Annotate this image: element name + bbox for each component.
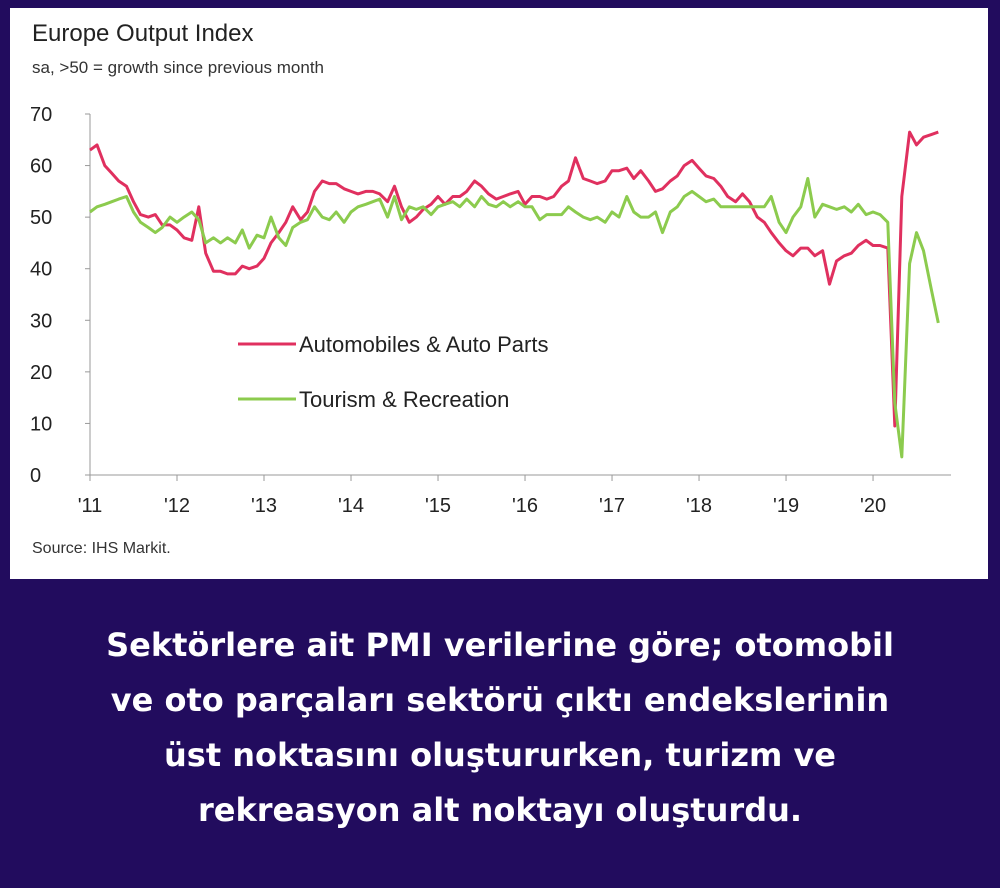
x-tick-label: '20 (860, 495, 886, 517)
x-tick-label: '18 (686, 495, 712, 517)
x-tick-label: '13 (251, 495, 277, 517)
y-tick-label: 50 (30, 207, 52, 229)
caption-line: üst noktasını oluştururken, turizm ve (163, 736, 836, 774)
chart-title: Europe Output Index (32, 20, 254, 47)
caption-line: ve oto parçaları sektörü çıktı endeksler… (110, 681, 890, 719)
x-tick-label: '16 (512, 495, 538, 517)
y-tick-label: 30 (30, 310, 52, 332)
x-tick-label: '11 (78, 495, 103, 517)
line-chart: 0 10 20 30 40 50 60 70 '11 '12 '13 '14 '15 '16 '17 '18 '… (30, 104, 951, 517)
caption: Sektörlere ait PMI verilerine göre; otom… (40, 618, 960, 838)
x-tick-label: '14 (338, 495, 364, 517)
y-tick-label: 40 (30, 259, 52, 281)
y-tick-label: 60 (30, 156, 52, 178)
chart-source: Source: IHS Markit. (32, 540, 171, 557)
chart-card: Europe Output Index sa, >50 = growth sin… (10, 8, 988, 579)
x-tick-label: '19 (773, 495, 799, 517)
y-tick-label: 0 (30, 465, 41, 487)
legend-label: Automobiles & Auto Parts (299, 332, 548, 357)
series-line-automobiles (89, 130, 939, 428)
y-tick-label: 20 (30, 362, 52, 384)
y-tick-label: 70 (30, 104, 52, 126)
x-tick-label: '15 (425, 495, 451, 517)
x-tick-label: '17 (599, 495, 625, 517)
x-tick-label: '12 (164, 495, 190, 517)
y-tick-label: 10 (30, 413, 52, 435)
series-line-tourism (89, 177, 940, 459)
caption-line: rekreasyon alt noktayı oluşturdu. (197, 791, 803, 829)
chart-subtitle: sa, >50 = growth since previous month (32, 58, 324, 77)
caption-line: Sektörlere ait PMI verilerine göre; otom… (106, 626, 894, 664)
legend-label: Tourism & Recreation (299, 387, 509, 412)
